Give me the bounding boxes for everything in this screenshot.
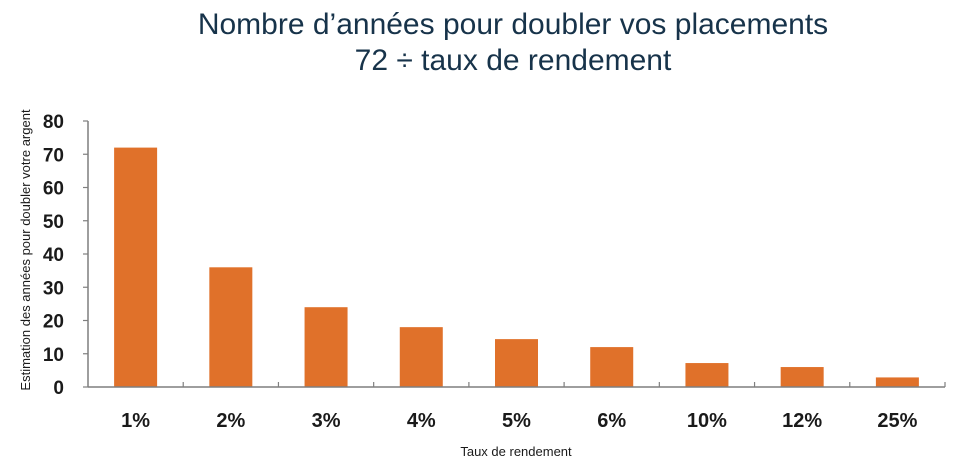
bar-2pct xyxy=(209,267,253,387)
bar-12pct xyxy=(780,367,824,387)
bar-4pct xyxy=(399,327,443,387)
y-tick-label: 20 xyxy=(43,312,64,333)
y-tick-label: 10 xyxy=(43,345,64,366)
x-tick-label: 2% xyxy=(216,410,245,432)
y-tick-label: 30 xyxy=(43,278,64,299)
bar-3pct xyxy=(304,307,348,387)
y-tick-label: 0 xyxy=(53,378,64,399)
x-tick-label: 1% xyxy=(121,410,150,432)
y-tick-label: 60 xyxy=(43,179,64,200)
bar-25pct xyxy=(875,377,919,387)
bar-5pct xyxy=(495,339,538,387)
y-tick-label: 70 xyxy=(43,145,64,166)
x-tick-label: 25% xyxy=(877,410,917,432)
x-tick-label: 10% xyxy=(687,410,727,432)
chart-subtitle: 72 ÷ taux de rendement xyxy=(354,44,672,77)
y-tick-label: 50 xyxy=(43,212,64,233)
bar-6pct xyxy=(590,347,634,387)
y-tick-label: 80 xyxy=(43,112,64,133)
x-axis-label: Taux de rendement xyxy=(460,444,572,459)
y-tick-label: 40 xyxy=(43,245,64,266)
bar-1pct xyxy=(114,147,158,387)
x-tick-label: 6% xyxy=(597,410,626,432)
x-tick-label: 5% xyxy=(502,410,531,432)
x-tick-label: 4% xyxy=(407,410,436,432)
bar-10pct xyxy=(685,363,729,387)
chart-title: Nombre d’années pour doubler vos placeme… xyxy=(197,8,829,41)
y-axis-label: Estimation des années pour doubler votre… xyxy=(18,109,33,391)
x-tick-label: 3% xyxy=(312,410,341,432)
x-tick-label: 12% xyxy=(782,410,822,432)
